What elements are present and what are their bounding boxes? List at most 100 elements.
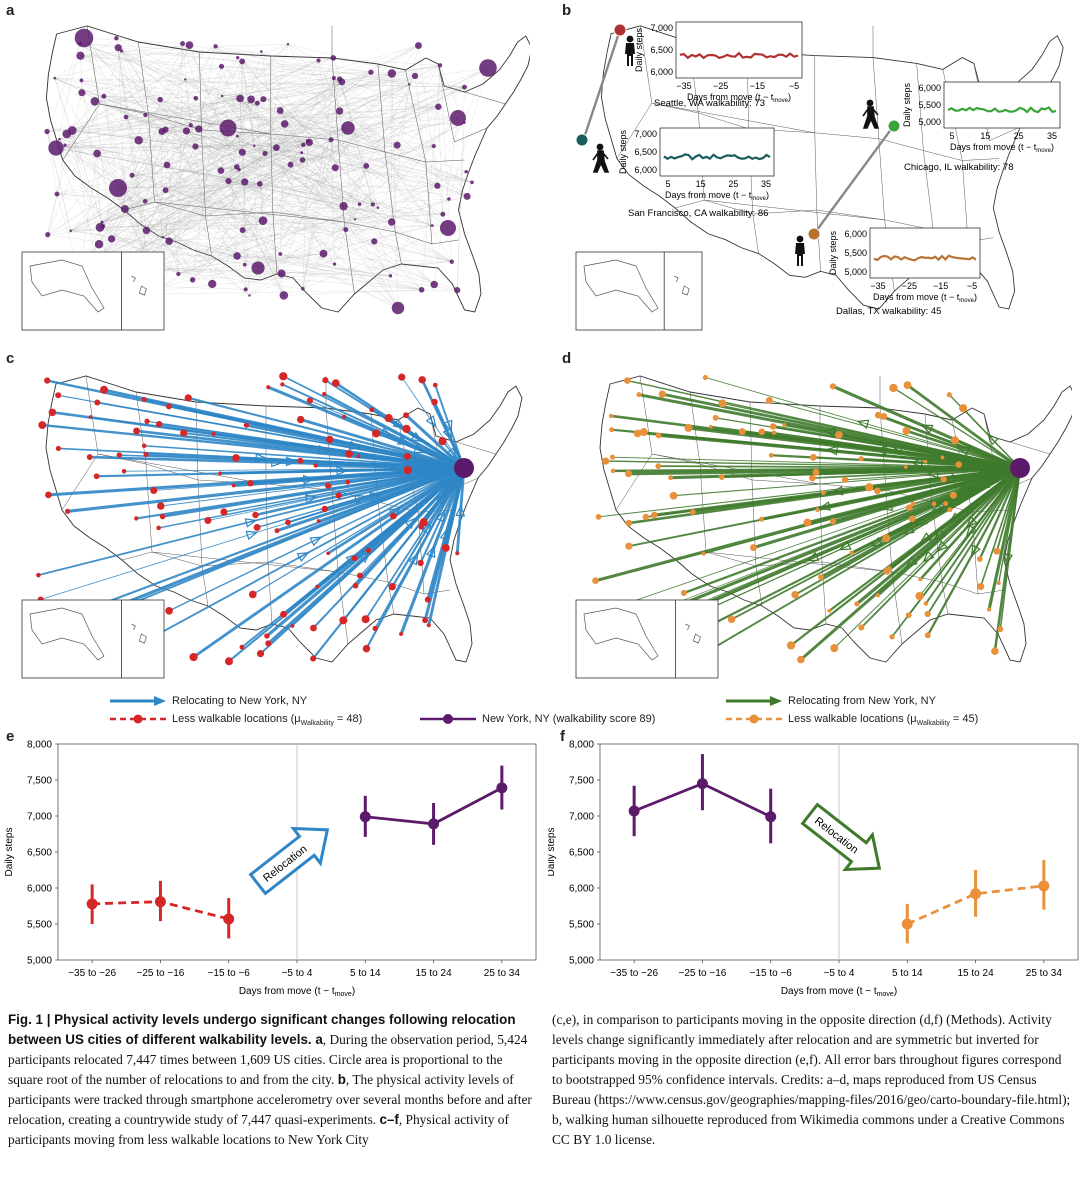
relocation-line [80,55,83,93]
relocation-line [242,61,264,100]
relocation-line [70,181,245,231]
city-dot [280,120,289,128]
city-dot [108,178,128,198]
city-dot [287,161,294,168]
relocation-line [54,78,398,146]
relocation-line [195,146,302,153]
relocation-line [257,145,398,269]
city-dot [45,232,51,238]
origin-dot [829,518,837,525]
relocation-line [165,129,473,183]
relocation-line [333,77,433,226]
relocation-line [146,214,443,231]
standing-person-icon [625,35,635,66]
flow-arrow [391,467,465,588]
city-dot [195,125,203,133]
mini-chart-xtick: 35 [1047,131,1057,141]
mini-chart-xlabel: Days from move (t − tmove) [950,142,1054,154]
relocation-line [70,45,419,231]
caption-cf-label: c–f [379,1112,399,1127]
city-dot [408,83,411,86]
ytick-label: 5,500 [569,920,594,931]
origin-dot [821,490,826,496]
flow-arrowhead [880,501,894,511]
state-border [267,561,273,625]
origin-dot [356,454,361,459]
origin-dot [322,391,327,397]
relocation-line [189,45,237,167]
relocation-line [283,145,434,296]
relocation-line [215,46,449,229]
relocation-line [334,263,422,290]
city-dot [192,143,199,150]
flow-arrow [993,467,1022,652]
relocation-line [182,43,410,85]
relocation-line [72,116,127,131]
relocation-line [334,165,367,265]
origin-dot [265,640,272,647]
mini-chart-ylabel: Daily steps [618,129,628,174]
relocation-line [259,67,489,184]
mini-chart-ytick: 5,500 [844,248,867,258]
origin-dot [253,523,261,531]
figure-caption: Fig. 1 | Physical activity levels underg… [8,1010,1076,1174]
panel-d-map [575,374,1072,679]
origin-dot [384,413,393,423]
relocation-line [257,103,264,221]
relocation-line [47,106,439,132]
origin-dot [633,429,642,438]
origin-dot [689,509,696,515]
relocation-line [280,110,399,309]
relocation-line [145,183,260,202]
origin-dot [36,572,41,578]
origin-dot [702,374,708,381]
relocation-line [182,43,229,182]
origin-dot [712,414,719,421]
flow-arrow [399,467,466,635]
relocation-line [80,55,221,171]
state-border [651,102,815,134]
origin-dot [997,626,1004,633]
relocation-line [56,72,371,195]
ytick-label: 7,500 [569,776,594,787]
relocation-line [165,78,340,130]
relocation-line [239,98,302,153]
origin-dot [331,379,340,387]
relocation-line [178,204,373,275]
relocation-line [418,45,438,186]
city-dot [208,279,217,289]
origin-dot [809,453,817,461]
relocation-line [83,37,166,191]
origin-dot [624,470,632,478]
relocation-line [94,101,449,229]
flow-arrowhead [965,516,978,529]
relocation-line [242,181,245,231]
relocation-line [227,127,238,257]
relocation-line [81,66,222,93]
flow-arrow [820,466,1021,579]
origin-dot [882,534,891,543]
origin-dot [189,652,198,662]
relocation-line [121,50,243,153]
city-dot [328,137,334,143]
relocation-line [148,267,422,290]
relocation-line [185,79,422,290]
flow-arrowhead [822,427,836,438]
origin-dot [155,420,163,428]
mini-chart-ytick: 6,000 [650,67,673,77]
alaska-shape [29,259,105,313]
origin-dot [609,413,614,419]
relocation-line [280,73,392,255]
ytick-label: 7,000 [569,812,594,823]
relocation-line [330,139,335,265]
relocation-line [302,145,434,161]
relocation-line [333,77,458,291]
relocation-line [79,43,240,170]
ytick-label: 8,000 [569,740,594,751]
city-dot [479,59,497,77]
relocation-line [215,46,371,73]
mini-step-chart: Daily steps 6,000 5,500 5,000−35 −25 −15 −5Day… [828,227,981,317]
relocation-line [287,44,449,229]
origin-dot [231,483,236,488]
relocation-line [242,61,379,208]
